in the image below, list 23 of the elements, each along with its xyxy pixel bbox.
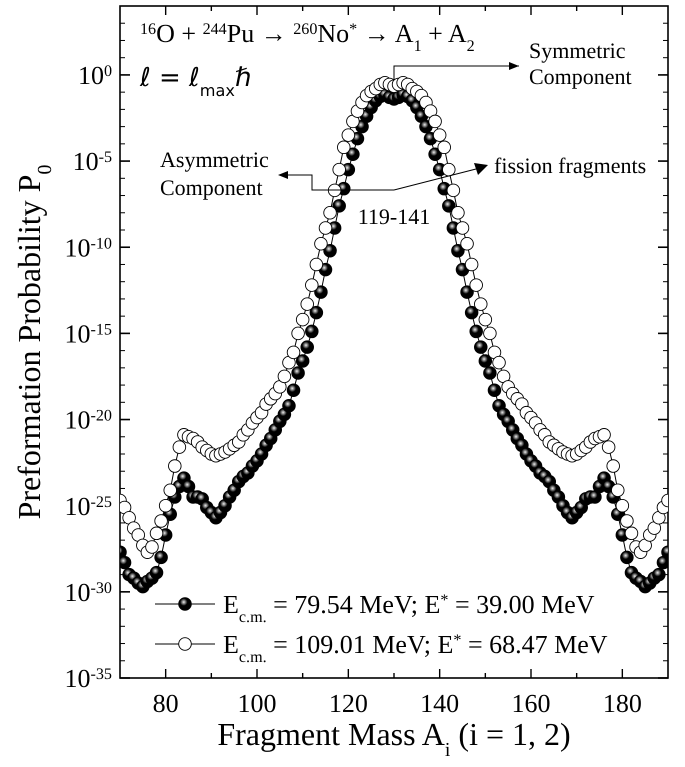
x-tick-label: 120 xyxy=(328,689,368,718)
text: ℓ = ℓ$_{max}$ℏ xyxy=(139,63,252,100)
y-tick-label: 10$^{-20}$ xyxy=(64,406,112,435)
y-tick-label: 10$^{-5}$ xyxy=(72,147,112,176)
x-tick-label: 140 xyxy=(420,689,460,718)
x-tick-label: 100 xyxy=(238,689,276,718)
y-tick-label: 10$^{-15}$ xyxy=(64,319,112,348)
annotation: Symmetric Component xyxy=(529,38,632,89)
x-tick-label: 80 xyxy=(152,689,179,718)
x-axis-title: Fragment Mass A$_{i}$ (i = 1, 2) xyxy=(217,716,571,761)
y-tick-label: 10$^{-30}$ xyxy=(64,578,112,607)
chart-title: $^{16}$O + $^{244}$Pu → $^{260}$No$^{*}$ → A$_{1}$ + A$_{2}$ xyxy=(140,19,475,54)
annotation: fission fragments xyxy=(494,153,646,178)
y-tick-label: 10$^{-25}$ xyxy=(64,492,112,521)
y-tick-label: 10$^{0}$ xyxy=(78,61,112,90)
legend-label: E$_{c.m.}$ = 109.01 MeV; E$^{*}$ = 68.47 MeV xyxy=(223,630,608,666)
y-tick-label: 10$^{-10}$ xyxy=(64,233,112,262)
x-tick-label: 160 xyxy=(512,689,550,718)
legend-label: E$_{c.m.}$ = 79.54 MeV; E$^{*}$ = 39.00 MeV xyxy=(223,590,595,626)
annotation: 119-141 xyxy=(358,204,430,229)
x-tick-label: 180 xyxy=(602,689,642,718)
y-tick-label: 10$^{-35}$ xyxy=(64,664,112,694)
annotation: Asymmetric Component xyxy=(160,147,269,200)
